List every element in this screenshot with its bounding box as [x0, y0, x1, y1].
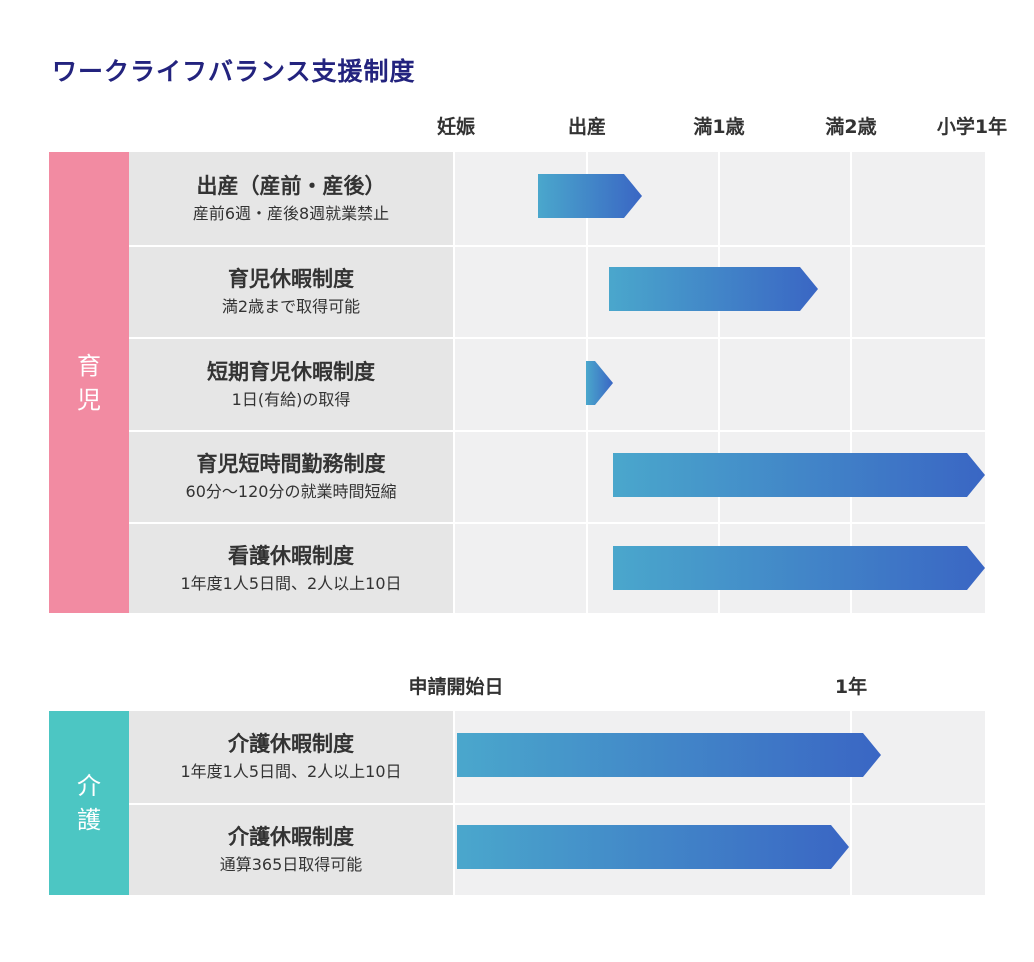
timeline-bar-nursing-leave — [613, 546, 985, 590]
row-divider — [129, 337, 985, 339]
row-subtitle: 1年度1人5日間、2人以上10日 — [180, 762, 402, 781]
row-label: 看護休暇制度 1年度1人5日間、2人以上10日 — [129, 524, 453, 613]
axis-label-pregnancy: 妊娠 — [436, 116, 476, 138]
row-title: 介護休暇制度 — [228, 732, 354, 756]
axis-label-one-year: 1年 — [834, 676, 868, 698]
timeline-bar-short-childcare-leave — [586, 361, 613, 405]
row-subtitle: 満2歳まで取得可能 — [221, 297, 361, 316]
timeline-bar-maternity — [538, 174, 642, 218]
childcare-section: 育 児 出産（産前・産後） 産前6週・産後8週就業禁止 育児休暇制度 満2歳まで… — [49, 152, 985, 613]
row-divider — [129, 245, 985, 247]
timeline-bar-care-leave — [457, 733, 881, 777]
gridline — [850, 711, 852, 895]
row-title: 介護休暇制度 — [228, 825, 354, 849]
nursing-tag: 介 護 — [49, 711, 129, 895]
row-title: 出産（産前・産後） — [196, 173, 386, 198]
timeline-bar-short-hours — [613, 453, 985, 497]
row-subtitle: 60分〜120分の就業時間短縮 — [185, 482, 397, 501]
childcare-row: 育児休暇制度 満2歳まで取得可能 — [129, 247, 985, 337]
axis-label-age1: 満1歳 — [693, 116, 745, 138]
row-label: 介護休暇制度 通算365日取得可能 — [129, 805, 453, 895]
row-subtitle: 1年度1人5日間、2人以上10日 — [180, 573, 402, 593]
timeline-bar-childcare-leave — [609, 267, 818, 311]
row-subtitle: 1日(有給)の取得 — [231, 389, 351, 409]
row-label: 出産（産前・産後） 産前6週・産後8週就業禁止 — [129, 152, 453, 245]
childcare-row: 短期育児休暇制度 1日(有給)の取得 — [129, 339, 985, 430]
row-title: 看護休暇制度 — [228, 543, 354, 568]
row-label: 介護休暇制度 1年度1人5日間、2人以上10日 — [129, 711, 453, 803]
row-label: 短期育児休暇制度 1日(有給)の取得 — [129, 339, 453, 430]
row-divider — [129, 803, 985, 805]
childcare-tag: 育 児 — [49, 152, 129, 613]
row-track — [455, 339, 985, 430]
row-title: 短期育児休暇制度 — [207, 359, 375, 384]
gridline — [718, 152, 720, 613]
row-title: 育児休暇制度 — [228, 267, 354, 291]
row-title: 育児短時間勤務制度 — [196, 452, 386, 476]
gridline — [850, 152, 852, 613]
row-divider — [129, 522, 985, 524]
childcare-row: 出産（産前・産後） 産前6週・産後8週就業禁止 — [129, 152, 985, 245]
timeline-bar-care-leave-total — [457, 825, 849, 869]
axis-label-age2: 満2歳 — [825, 116, 877, 138]
row-track — [455, 152, 985, 245]
axis-label-application-start: 申請開始日 — [408, 676, 504, 698]
row-label: 育児短時間勤務制度 60分〜120分の就業時間短縮 — [129, 432, 453, 522]
axis-label-birth: 出産 — [567, 116, 607, 138]
page-title: ワークライフバランス支援制度 — [52, 57, 416, 86]
row-subtitle: 通算365日取得可能 — [219, 855, 363, 874]
row-label: 育児休暇制度 満2歳まで取得可能 — [129, 247, 453, 337]
row-subtitle: 産前6週・産後8週就業禁止 — [192, 203, 390, 223]
row-divider — [129, 430, 985, 432]
axis-label-elementary1: 小学1年 — [936, 116, 1008, 138]
